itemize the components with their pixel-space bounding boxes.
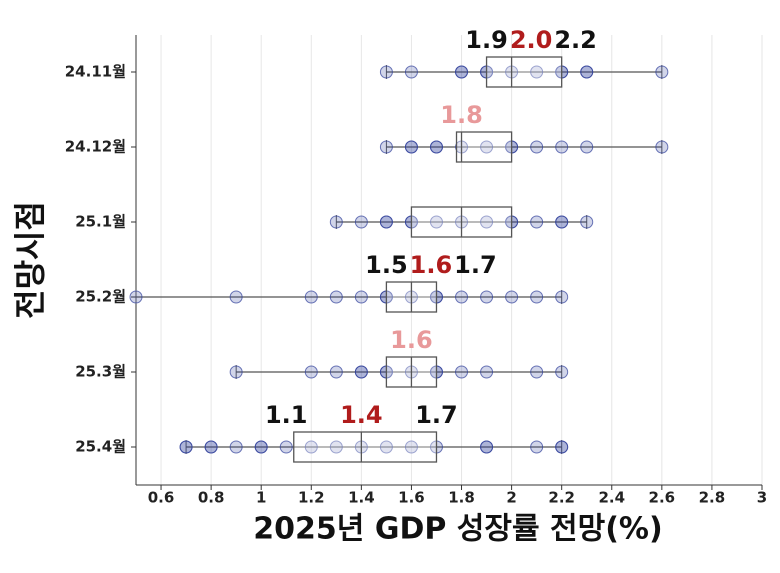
point [455,65,469,79]
point [480,290,494,304]
point [655,140,669,154]
point [530,290,544,304]
point [555,365,569,379]
annotation: 2.0 [510,26,553,54]
point [404,140,418,154]
point [455,290,469,304]
point [329,440,343,454]
point [304,290,318,304]
point [555,290,569,304]
box [455,131,513,163]
annotation: 2.2 [554,26,597,54]
annotation: 1.5 [365,251,408,279]
annotation: 1.8 [440,101,483,129]
point [329,290,343,304]
point [379,215,393,229]
y-tick-label: 24.12월 [65,138,126,156]
point [480,140,494,154]
point [580,215,594,229]
point [404,65,418,79]
x-tick-label: 2.2 [548,489,575,507]
point [354,365,368,379]
point [279,440,293,454]
point [530,440,544,454]
x-tick-label: 1 [256,489,266,507]
x-tick-label: 2 [506,489,516,507]
point [379,65,393,79]
x-tick-label: 2.4 [598,489,625,507]
point [404,440,418,454]
point [129,290,143,304]
point [304,440,318,454]
point [655,65,669,79]
annotation: 1.1 [265,401,308,429]
point [304,365,318,379]
point [229,440,243,454]
x-tick-label: 1.6 [398,489,425,507]
point [254,440,268,454]
annotation: 1.7 [454,251,497,279]
point [530,65,544,79]
point [379,440,393,454]
x-tick-label: 1.8 [448,489,475,507]
point [580,140,594,154]
y-tick-label: 25.3월 [75,363,126,381]
point [229,290,243,304]
point [530,140,544,154]
point [354,215,368,229]
point [204,440,218,454]
point [480,365,494,379]
annotation: 1.9 [465,26,508,54]
x-tick-label: 1.4 [348,489,375,507]
point [329,215,343,229]
point [480,215,494,229]
annotation: 1.7 [415,401,458,429]
point [455,365,469,379]
x-tick-label: 0.6 [148,489,175,507]
x-tick-label: 1.2 [298,489,325,507]
point [379,140,393,154]
point [179,440,193,454]
x-tick-label: 2.8 [699,489,726,507]
y-tick-label: 24.11월 [65,63,126,81]
point [329,365,343,379]
x-axis-title: 2025년 GDP 성장률 전망(%) [253,512,662,547]
point [505,290,519,304]
point [580,65,594,79]
box [485,56,563,88]
x-tick-label: 0.8 [198,489,225,507]
y-tick-label: 25.2월 [75,288,126,306]
point [354,290,368,304]
point [555,140,569,154]
point [555,440,569,454]
point [429,215,443,229]
x-tick-label: 2.6 [649,489,676,507]
point [530,215,544,229]
y-tick-label: 25.1월 [75,213,126,231]
point [555,215,569,229]
point [530,365,544,379]
annotation: 1.6 [410,251,453,279]
point [429,140,443,154]
y-axis-title: 전망시점 [11,201,49,319]
point [480,440,494,454]
y-tick-label: 25.4월 [75,438,126,456]
annotation: 1.4 [340,401,383,429]
box [293,431,438,463]
x-tick-label: 3 [757,489,767,507]
point [229,365,243,379]
annotation: 1.6 [390,326,433,354]
